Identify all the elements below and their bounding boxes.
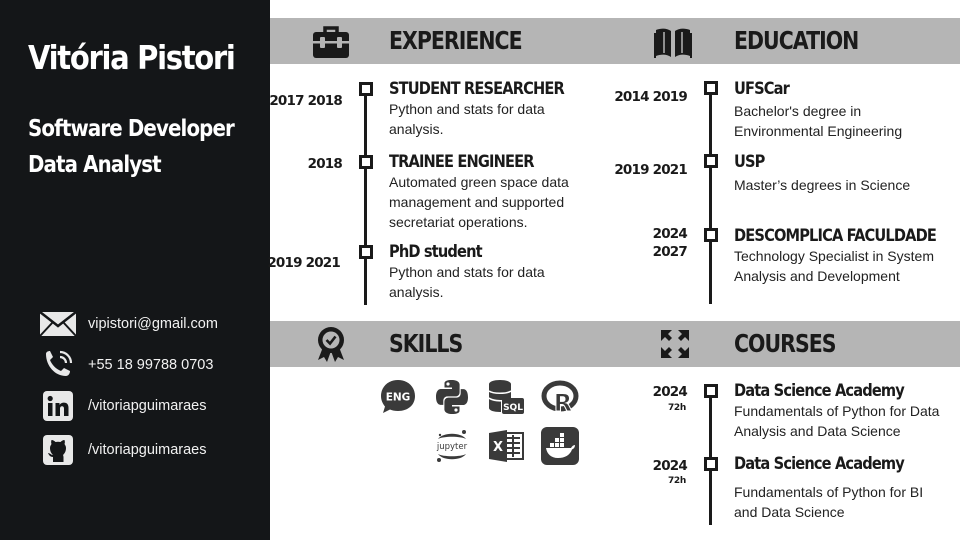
timeline-node (359, 245, 373, 259)
role-title: Software Developer (28, 116, 235, 142)
education-timeline (709, 88, 712, 304)
svg-text:SQL: SQL (503, 403, 523, 413)
education-years: 2019 2021 (614, 162, 687, 178)
github-icon (38, 433, 78, 467)
contact-email[interactable]: vipistori@gmail.com (38, 307, 218, 341)
course-item-desc: Fundamentals of Python for BI and Data S… (734, 484, 924, 520)
experience-item-title: TRAINEE ENGINEER (389, 152, 535, 172)
skills-title: SKILLS (389, 329, 463, 358)
linkedin-icon (38, 389, 78, 423)
education-years: 2024 (652, 226, 688, 242)
jupyter-icon: jupyter (433, 427, 471, 465)
contact-linkedin-text: /vitoriapguimaraes (88, 398, 207, 414)
section-header-band (270, 18, 960, 64)
education-item-desc: Technology Specialist in System Analysis… (734, 248, 934, 284)
timeline-node (704, 228, 718, 242)
education-title: EDUCATION (734, 26, 859, 55)
phone-icon (38, 348, 78, 382)
course-year: 2024 (652, 384, 688, 400)
experience-years: 2018 (307, 156, 343, 172)
experience-years: 2017 2018 (269, 93, 342, 109)
contact-phone[interactable]: +55 18 99788 0703 (38, 348, 213, 382)
timeline-node (359, 82, 373, 96)
courses-title: COURSES (734, 329, 837, 358)
timeline-node (704, 154, 718, 168)
docker-icon (541, 427, 579, 465)
excel-icon: X (487, 427, 525, 465)
role-title: Data Analyst (28, 152, 162, 178)
svg-text:ENG: ENG (386, 392, 411, 404)
book-icon (653, 22, 693, 62)
svg-text:R: R (554, 389, 572, 416)
sidebar: Vitória Pistori Software Developer Data … (0, 0, 270, 540)
course-item-desc: Fundamentals of Python for Data Analysis… (734, 403, 940, 439)
course-item-title: Data Science Academy (734, 381, 905, 401)
education-item-desc: Master’s degrees in Science (734, 177, 911, 193)
contact-github[interactable]: /vitoriapguimaraes (38, 433, 206, 467)
experience-years: 2019 2021 (267, 255, 340, 271)
contact-email-text: vipistori@gmail.com (88, 316, 218, 332)
experience-timeline (364, 90, 367, 305)
experience-title: EXPERIENCE (389, 26, 523, 55)
envelope-icon (38, 307, 78, 341)
award-icon (312, 324, 350, 364)
education-item-title: USP (734, 152, 765, 172)
contact-github-text: /vitoriapguimaraes (88, 442, 207, 458)
svg-text:X: X (493, 440, 503, 455)
expand-arrows-icon (657, 326, 693, 362)
education-years: 2014 2019 (614, 89, 687, 105)
education-item-title: UFSCar (734, 79, 790, 99)
contact-phone-text: +55 18 99788 0703 (88, 357, 214, 373)
timeline-node (704, 81, 718, 95)
timeline-node (704, 457, 718, 471)
education-item-desc: Bachelor's degree in Environmental Engin… (734, 103, 903, 139)
profile-name: Vitória Pistori (28, 38, 236, 77)
experience-item-title: STUDENT RESEARCHER (389, 79, 565, 99)
svg-text:jupyter: jupyter (436, 442, 468, 452)
timeline-node (704, 384, 718, 398)
english-icon: ENG (379, 378, 417, 416)
course-year: 2024 (652, 458, 688, 474)
briefcase-icon (311, 22, 351, 62)
timeline-node (359, 155, 373, 169)
contact-linkedin[interactable]: /vitoriapguimaraes (38, 389, 206, 423)
education-years: 2027 (652, 244, 688, 260)
course-item-title: Data Science Academy (734, 454, 905, 474)
sql-database-icon: SQL (487, 378, 525, 416)
experience-item-desc: Python and stats for data analysis. (389, 264, 545, 300)
education-item-title: DESCOMPLICA FACULDADE (734, 226, 937, 246)
experience-item-title: PhD student (389, 242, 483, 262)
section-header-band (270, 321, 960, 367)
experience-item-desc: Automated green space data management an… (389, 174, 569, 230)
experience-item-desc: Python and stats for data analysis. (389, 101, 545, 137)
r-language-icon: R (541, 378, 579, 416)
course-hours: 72h (667, 403, 686, 413)
python-icon (433, 378, 471, 416)
course-hours: 72h (667, 476, 686, 486)
